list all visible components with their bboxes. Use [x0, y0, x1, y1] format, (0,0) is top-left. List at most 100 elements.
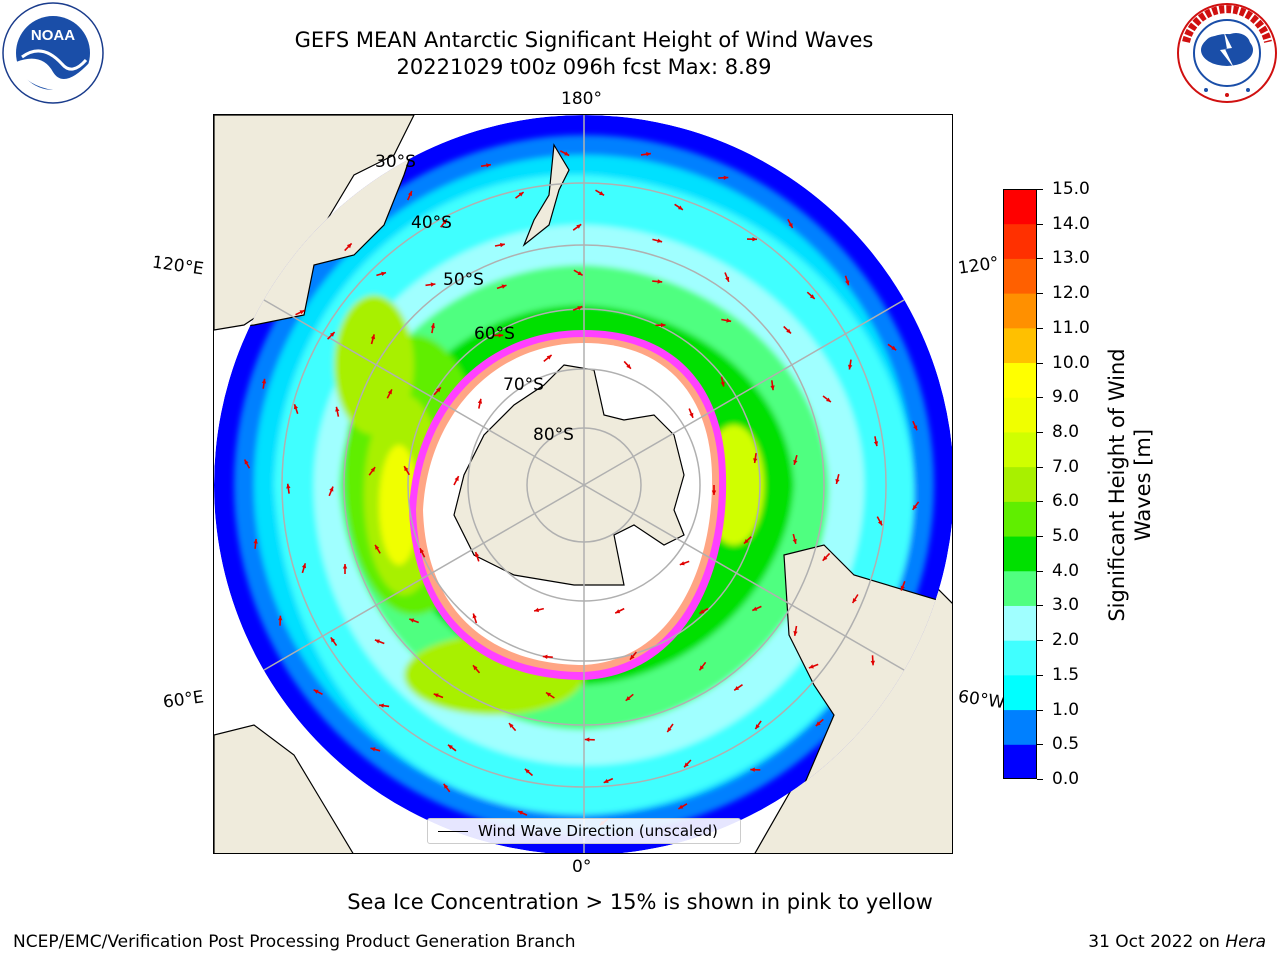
colorbar-tick-label: 1.0 — [1052, 699, 1080, 720]
colorbar-bin — [1003, 258, 1037, 294]
noaa-logo-text: NOAA — [31, 27, 75, 44]
wave-direction-arrowhead — [873, 441, 879, 447]
wave-direction-arrowhead — [726, 318, 732, 323]
colorbar-bin — [1003, 189, 1037, 225]
wave-direction-arrowhead — [786, 328, 791, 334]
wave-direction-arrowhead — [877, 520, 882, 526]
wave-direction-arrowhead — [370, 747, 376, 752]
wave-direction-arrowhead — [329, 486, 334, 492]
colorbar-tick-label: 9.0 — [1052, 387, 1080, 408]
colorbar-tick-mark — [1037, 501, 1043, 503]
colorbar-tick-label: 13.0 — [1052, 248, 1090, 269]
wave-direction-arrowhead — [381, 271, 386, 276]
wave-direction-arrowhead — [500, 242, 505, 248]
wave-direction-arrowhead — [809, 294, 815, 299]
wave-direction-arrowhead — [293, 404, 298, 410]
wave-direction-arrowhead — [518, 192, 524, 197]
colorbar-bin — [1003, 362, 1037, 398]
wave-direction-arrowhead — [826, 397, 831, 402]
wave-direction-arrowhead — [678, 205, 683, 210]
wave-direction-arrowhead — [912, 504, 918, 510]
wave-direction-arrowhead — [720, 381, 725, 387]
wave-direction-arrowhead — [404, 466, 409, 472]
wave-direction-arrowhead — [599, 191, 605, 196]
wave-direction-arrowhead — [822, 555, 828, 561]
colorbar-tick-mark — [1037, 674, 1043, 676]
wave-direction-arrowhead — [678, 804, 684, 809]
colorbar-bin — [1003, 397, 1037, 433]
colorbar-bin — [1003, 674, 1037, 711]
graticule — [214, 115, 952, 853]
lon-label-180: 180° — [561, 89, 602, 109]
wave-direction-arrowhead — [253, 538, 258, 544]
colorbar-tick-label: 8.0 — [1052, 421, 1080, 442]
wave-direction-arrowhead — [723, 175, 729, 180]
credit-date: 31 Oct 2022 on Hera — [1088, 932, 1266, 952]
wave-direction-arrowhead — [835, 479, 840, 484]
colorbar-tick-mark — [1037, 744, 1043, 746]
wave-direction-arrowhead — [564, 151, 570, 156]
wave-direction-arrowhead — [335, 406, 340, 412]
wave-direction-arrowhead — [752, 606, 758, 611]
wave-direction-arrowhead — [734, 686, 740, 691]
wave-direction-arrowhead — [752, 237, 757, 242]
lon-label-60w: 60°W — [956, 686, 1007, 714]
lon-label-120e: 120°E — [150, 252, 205, 280]
colorbar-bin — [1003, 327, 1037, 364]
wave-direction-arrowhead — [443, 783, 449, 789]
colorbar-bin — [1003, 605, 1037, 641]
sea-ice-footnote: Sea Ice Concentration > 15% is shown in … — [347, 890, 933, 914]
lon-label-0: 0° — [572, 857, 592, 877]
colorbar — [1003, 189, 1037, 779]
lat-label-80s: 80°S — [533, 425, 574, 445]
colorbar-tick-mark — [1037, 640, 1043, 642]
wave-direction-arrowhead — [750, 767, 755, 772]
wave-direction-arrowhead — [626, 364, 631, 369]
colorbar-bin — [1003, 466, 1037, 502]
wave-direction-arrowhead — [379, 703, 384, 708]
nws-logo — [1177, 3, 1277, 103]
wave-direction-arrowhead — [744, 539, 749, 544]
wave-direction-arrowhead — [891, 345, 897, 351]
colorbar-bin — [1003, 570, 1037, 606]
wave-direction-arrowhead — [725, 276, 730, 282]
colorbar-tick-label: 0.0 — [1052, 769, 1080, 789]
colorbar-tick-mark — [1037, 293, 1043, 295]
colorbar-tick-mark — [1037, 709, 1043, 711]
colorbar-bin — [1003, 431, 1037, 468]
wave-direction-arrowhead — [755, 724, 760, 730]
wave-direction-arrowhead — [329, 332, 335, 337]
chart-subtitle: 20221029 t00z 096h fcst Max: 8.89 — [396, 55, 772, 79]
wave-direction-arrowhead — [409, 618, 415, 623]
wave-direction-arrowhead — [430, 282, 436, 287]
wave-direction-arrowhead — [542, 654, 548, 659]
colorbar-tick-mark — [1037, 397, 1043, 399]
lat-label-50s: 50°S — [443, 270, 484, 290]
wave-direction-arrowhead — [442, 219, 447, 225]
colorbar-tick-mark — [1037, 327, 1043, 329]
colorbar-bin — [1003, 536, 1037, 572]
lat-label-60s: 60°S — [474, 324, 515, 344]
wave-direction-arrowhead — [646, 152, 651, 157]
wave-direction-arrowhead — [913, 425, 918, 431]
wave-direction-arrowhead — [815, 721, 821, 726]
wave-direction-arrowhead — [577, 306, 583, 311]
wave-direction-arrowhead — [576, 224, 582, 229]
wave-direction-arrowhead — [374, 639, 380, 644]
wave-direction-arrowhead — [684, 762, 689, 768]
wave-direction-arrowhead — [473, 665, 478, 671]
colorbar-tick-mark — [1037, 362, 1043, 364]
wave-direction-arrowhead — [792, 538, 797, 544]
wave-direction-arrowhead — [342, 564, 348, 569]
colorbar-tick-label: 4.0 — [1052, 560, 1080, 581]
wave-direction-arrowhead — [509, 723, 514, 728]
wave-direction-arrowhead — [375, 544, 380, 550]
colorbar-tick-label: 5.0 — [1052, 526, 1080, 547]
lat-label-70s: 70°S — [503, 375, 544, 395]
wave-direction-arrowhead — [770, 385, 775, 391]
wave-direction-arrowhead — [346, 243, 352, 249]
legend-line-swatch — [438, 831, 468, 832]
wave-direction-arrowhead — [870, 660, 875, 666]
colorbar-tick-mark — [1037, 223, 1043, 225]
wave-direction-arrowhead — [524, 768, 530, 774]
